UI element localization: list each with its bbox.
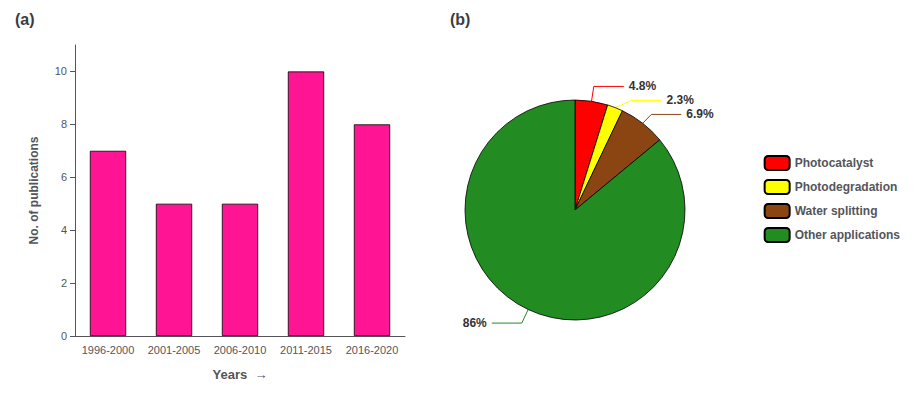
svg-text:2001-2005: 2001-2005 <box>148 344 201 356</box>
svg-text:1996-2000: 1996-2000 <box>82 344 135 356</box>
svg-text:0: 0 <box>61 330 67 342</box>
svg-text:6.9%: 6.9% <box>686 107 714 121</box>
svg-text:10: 10 <box>55 65 67 77</box>
svg-text:Photocatalyst: Photocatalyst <box>795 156 874 170</box>
svg-text:2.3%: 2.3% <box>667 93 695 107</box>
svg-text:2011-2015: 2011-2015 <box>280 344 332 356</box>
svg-text:Other applications: Other applications <box>795 228 901 242</box>
svg-text:Water splitting: Water splitting <box>795 204 878 218</box>
svg-text:4.8%: 4.8% <box>629 79 657 93</box>
svg-text:No. of publications: No. of publications <box>27 136 41 244</box>
svg-text:Photodegradation: Photodegradation <box>795 180 898 194</box>
svg-text:4: 4 <box>61 224 67 236</box>
svg-text:6: 6 <box>61 171 67 183</box>
svg-text:2006-2010: 2006-2010 <box>214 344 267 356</box>
svg-text:2: 2 <box>61 277 67 289</box>
svg-text:(b): (b) <box>450 11 470 28</box>
svg-text:8: 8 <box>61 118 67 130</box>
svg-text:(a): (a) <box>15 11 35 28</box>
svg-text:2016-2020: 2016-2020 <box>346 344 399 356</box>
svg-text:86%: 86% <box>463 316 487 330</box>
svg-text:Years →: Years → <box>213 367 268 382</box>
